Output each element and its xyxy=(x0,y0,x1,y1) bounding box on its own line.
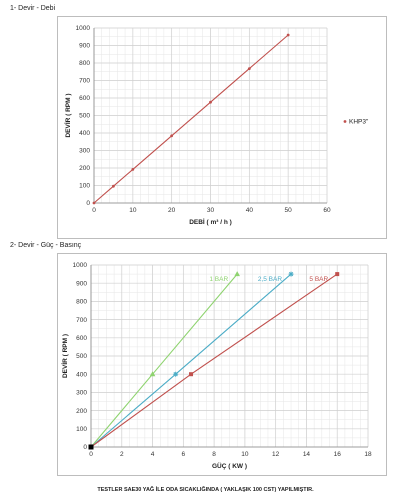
x-tick-label: 2 xyxy=(120,451,124,458)
y-tick-label: 200 xyxy=(79,165,90,172)
series-label: 2,5 BAR xyxy=(258,276,283,283)
data-point-1-bar xyxy=(234,271,240,277)
y-tick-label: 700 xyxy=(76,317,87,324)
y-tick-label: 500 xyxy=(76,353,87,360)
x-tick-label: 30 xyxy=(207,207,215,214)
x-tick-label: 10 xyxy=(129,207,137,214)
data-point-khp3 xyxy=(286,33,290,37)
legend-label: KHP3" xyxy=(349,119,369,126)
x-tick-label: 14 xyxy=(303,451,311,458)
y-tick-label: 500 xyxy=(79,113,90,120)
data-point-2-5-bar xyxy=(173,371,179,377)
y-tick-label: 0 xyxy=(86,200,90,207)
x-axis-title: GÜÇ ( KW ) xyxy=(212,461,247,470)
data-point-1-bar xyxy=(149,371,156,377)
x-tick-label: 4 xyxy=(151,451,155,458)
x-tick-label: 0 xyxy=(92,207,96,214)
y-tick-label: 100 xyxy=(76,426,87,433)
x-tick-label: 6 xyxy=(182,451,186,458)
y-tick-label: 300 xyxy=(76,390,87,397)
y-tick-label: 300 xyxy=(79,148,90,155)
y-tick-label: 600 xyxy=(79,95,90,102)
data-point-5-bar xyxy=(335,272,340,277)
y-tick-label: 900 xyxy=(76,280,87,287)
x-tick-label: 10 xyxy=(241,451,249,458)
y-axis-title: DEVİR ( RPM ) xyxy=(64,93,72,137)
data-point-5-bar xyxy=(189,372,194,377)
y-tick-label: 700 xyxy=(79,78,90,85)
y-tick-label: 100 xyxy=(79,183,90,190)
y-tick-label: 400 xyxy=(76,371,87,378)
section-title-devir-guc-basinc: 2- Devir - Güç - Basınç xyxy=(10,242,82,249)
x-tick-label: 40 xyxy=(246,207,254,214)
x-axis-title: DEBİ ( m³ / h ) xyxy=(189,218,232,226)
chart-frame-devir-debi xyxy=(57,16,387,239)
x-tick-label: 20 xyxy=(168,207,176,214)
x-tick-label: 18 xyxy=(364,451,372,458)
data-point-khp3 xyxy=(209,100,212,104)
y-tick-label: 800 xyxy=(76,299,87,306)
y-axis-title: DEVİR ( RPM ) xyxy=(61,334,69,378)
data-point-khp3 xyxy=(131,168,135,171)
x-tick-label: 0 xyxy=(89,451,93,458)
data-point-khp3 xyxy=(170,134,174,138)
x-tick-label: 12 xyxy=(272,451,280,458)
series-label: 5 BAR xyxy=(309,276,328,283)
data-point-khp3 xyxy=(92,201,96,205)
x-tick-label: 16 xyxy=(334,451,342,458)
series-label: 1 BAR xyxy=(209,276,228,283)
x-tick-label: 60 xyxy=(323,207,331,214)
test-conditions-footnote: TESTLER SAE30 YAĞ İLE ODA SICAKLIĞINDA (… xyxy=(97,487,314,493)
y-tick-label: 800 xyxy=(79,60,90,67)
y-tick-label: 600 xyxy=(76,335,87,342)
data-point-khp3 xyxy=(247,67,251,70)
y-tick-label: 0 xyxy=(83,444,87,451)
x-tick-label: 50 xyxy=(285,207,293,214)
data-point-khp3 xyxy=(112,184,115,188)
section-title-devir-debi: 1- Devir - Debi xyxy=(10,5,56,12)
legend-marker xyxy=(343,120,347,123)
y-tick-label: 1000 xyxy=(73,262,88,269)
x-tick-label: 8 xyxy=(212,451,216,458)
data-point-2-5-bar xyxy=(288,271,294,277)
origin-marker xyxy=(88,444,94,450)
y-tick-label: 200 xyxy=(76,408,87,415)
series-line-1-bar xyxy=(90,273,238,448)
y-tick-label: 900 xyxy=(79,43,90,50)
y-tick-label: 400 xyxy=(79,130,90,137)
y-tick-label: 1000 xyxy=(76,25,91,32)
